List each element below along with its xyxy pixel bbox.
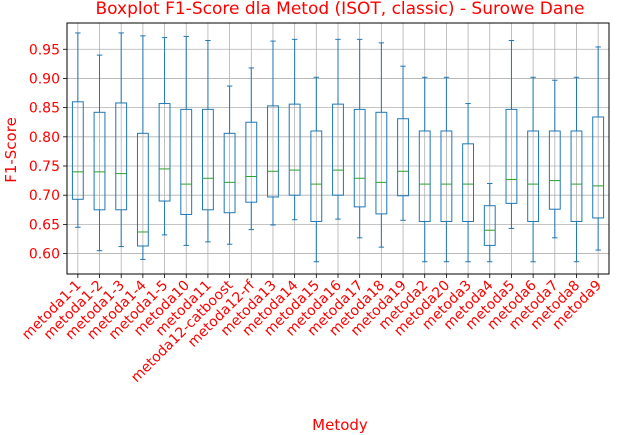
box-metoda10 (180, 35, 193, 246)
box-metoda5 (505, 40, 518, 229)
box-metoda9 (592, 46, 605, 251)
iqr-box (136, 132, 149, 247)
iqr-box (592, 116, 605, 219)
iqr-box (267, 105, 279, 198)
iqr-box (375, 111, 388, 215)
iqr-box (288, 103, 301, 196)
iqr-box (462, 143, 475, 222)
box-metoda8 (570, 76, 583, 263)
iqr-box (180, 108, 193, 215)
iqr-box (548, 130, 561, 210)
box-metoda19 (397, 65, 409, 221)
iqr-box (202, 108, 214, 211)
iqr-box (397, 118, 409, 197)
box-metoda14 (288, 38, 301, 221)
box-metoda1-2 (93, 54, 106, 252)
box-metoda11 (202, 40, 214, 243)
iqr-box (570, 130, 583, 222)
y-axis-ticks: 0.60 0.65 0.70 0.75 0.80 0.85 0.90 0.95 (29, 42, 67, 263)
iqr-box (310, 130, 323, 222)
box-metoda12-catboost (223, 85, 236, 245)
box-metoda17 (353, 38, 366, 239)
box-metoda18 (375, 42, 388, 248)
box-metoda3 (462, 103, 475, 263)
iqr-box (115, 102, 128, 211)
box-metoda20 (440, 76, 453, 263)
iqr-box (353, 108, 366, 208)
iqr-box (223, 132, 236, 214)
x-axis-label: Metody (312, 416, 368, 434)
iqr-box (418, 130, 431, 222)
y-tick-label: 0.65 (29, 217, 60, 233)
box-metoda16 (332, 38, 344, 220)
chart-title: Boxplot F1-Score dla Metod (ISOT, classi… (96, 0, 585, 19)
box-metoda1-4 (136, 35, 149, 260)
iqr-box (440, 130, 453, 222)
iqr-box (71, 101, 84, 200)
x-axis-ticks: metoda1-1metoda1-2metoda1-3metoda1-4meto… (19, 274, 605, 386)
box-metoda1-1 (71, 32, 84, 228)
iqr-box (332, 103, 344, 196)
iqr-box (245, 121, 258, 203)
iqr-box (158, 103, 171, 202)
y-tick-label: 0.75 (29, 159, 60, 175)
box-metoda6 (527, 76, 540, 263)
box-metoda13 (267, 40, 279, 226)
box-metoda12-rf (245, 67, 258, 231)
y-tick-label: 0.95 (29, 42, 60, 58)
y-tick-label: 0.85 (29, 101, 60, 117)
box-layer (71, 32, 605, 263)
box-metoda7 (548, 79, 561, 239)
y-tick-label: 0.90 (29, 71, 60, 87)
box-metoda2 (418, 76, 431, 263)
box-metoda4 (483, 183, 496, 263)
iqr-box (527, 130, 540, 222)
iqr-box (93, 111, 106, 211)
iqr-box (483, 205, 496, 246)
y-axis-label: F1-Score (2, 117, 20, 183)
box-metoda1-3 (115, 32, 128, 248)
box-metoda15 (310, 76, 323, 263)
y-tick-label: 0.70 (29, 188, 60, 204)
y-tick-label: 0.80 (29, 130, 60, 146)
y-tick-label: 0.60 (29, 247, 60, 263)
box-metoda1-5 (158, 37, 171, 236)
iqr-box (505, 108, 518, 204)
